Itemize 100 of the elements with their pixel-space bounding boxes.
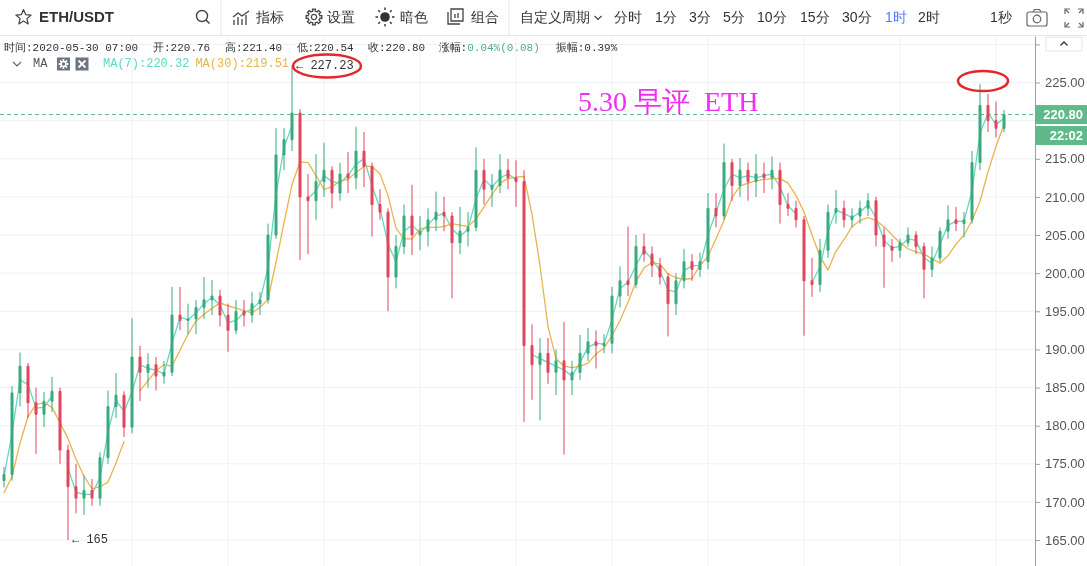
candlestick [154,356,158,392]
text: 2时 [918,9,940,25]
candlestick [298,108,302,261]
candlestick [946,204,950,240]
text: 1秒 [990,9,1012,25]
annotation: 低:220.54 [296,42,355,54]
candlestick [74,463,78,514]
candlestick [322,142,326,198]
candlestick [170,286,174,377]
candlestick [634,234,638,289]
candlestick [354,126,358,190]
candlestick [346,151,350,194]
candlestick [506,158,510,190]
candlestick [402,204,406,255]
candlestick [746,162,750,202]
candlestick [994,101,998,138]
y-tick-label: 165.00 [1045,532,1085,548]
y-tick-label: 225.00 [1045,75,1085,91]
y-tick-label: 200.00 [1045,265,1085,281]
candlestick [682,248,686,289]
candlestick [394,234,398,289]
y-tick-label: 210.00 [1045,189,1085,205]
candlestick [610,286,614,354]
candlestick [306,173,310,255]
candlestick [882,226,886,289]
candlestick [146,352,150,389]
candlestick [626,226,630,297]
text: 3分 [689,9,711,25]
candlestick [282,127,286,171]
candlestick [194,299,198,335]
candlestick [66,444,70,541]
candlestick [674,272,678,316]
candlestick [730,158,734,202]
candlestick [258,291,262,316]
candlestick [314,153,318,221]
candlestick [266,223,270,305]
text: 5.30 早评 ETH [578,86,759,117]
candlestick [706,192,710,270]
candlestick [378,188,382,221]
candlestick [850,207,854,228]
candlestick [290,65,294,152]
text: 1分 [655,9,677,25]
candlestick [106,390,110,465]
candlestick [34,387,38,455]
candlestick [250,291,254,324]
candlestick [562,321,566,456]
candlestick [1002,109,1006,133]
candlestick [370,162,374,238]
candlestick [434,191,438,232]
candlestick [866,192,870,217]
candlestick [58,387,62,465]
text: 指标 [255,9,284,25]
text: 自定义周期 [520,9,590,25]
candlestick [690,253,694,282]
candlestick [778,162,782,225]
candlestick [890,238,894,263]
annotation: ← 227.23 [296,58,354,73]
candlestick [186,303,190,335]
candlestick [530,323,534,401]
candlestick [178,286,182,331]
candlestick [938,226,942,263]
text: 220.80 [1043,107,1083,123]
text: 15分 [800,9,830,25]
candlestick [50,376,54,413]
text: 暗色 [400,9,428,25]
candlestick [978,83,982,171]
text: 设置 [327,9,355,25]
candlestick [986,93,990,133]
text: MA(30):219.51 [195,57,290,71]
candlestick [842,200,846,228]
annotation: ← 165 [72,533,109,548]
y-tick-label: 185.00 [1045,380,1085,396]
candlestick [138,345,142,402]
candlestick [962,211,966,238]
y-tick-label: 195.00 [1045,303,1085,319]
candlestick [810,257,814,298]
candlestick [898,238,902,259]
candlestick [10,385,14,482]
candlestick [226,303,230,353]
candlestick [466,211,470,247]
candlestick [826,204,830,259]
candlestick [602,333,606,354]
candlestick [666,272,670,337]
candlestick [210,279,214,316]
candlestick [834,189,838,225]
candlestick [914,230,918,255]
candlestick [722,143,726,221]
candlestick [418,215,422,251]
legend-title: MA [33,57,49,71]
candlestick [490,173,494,208]
candlestick [114,372,118,419]
candlestick [618,265,622,308]
candlestick [786,192,790,217]
candlestick [130,317,134,434]
text: ETH/USDT [39,8,114,25]
text: MA(7):220.32 [103,57,190,71]
candlestick [578,334,582,381]
candlestick [874,196,878,247]
candlestick [362,131,366,188]
candlestick [474,146,478,232]
